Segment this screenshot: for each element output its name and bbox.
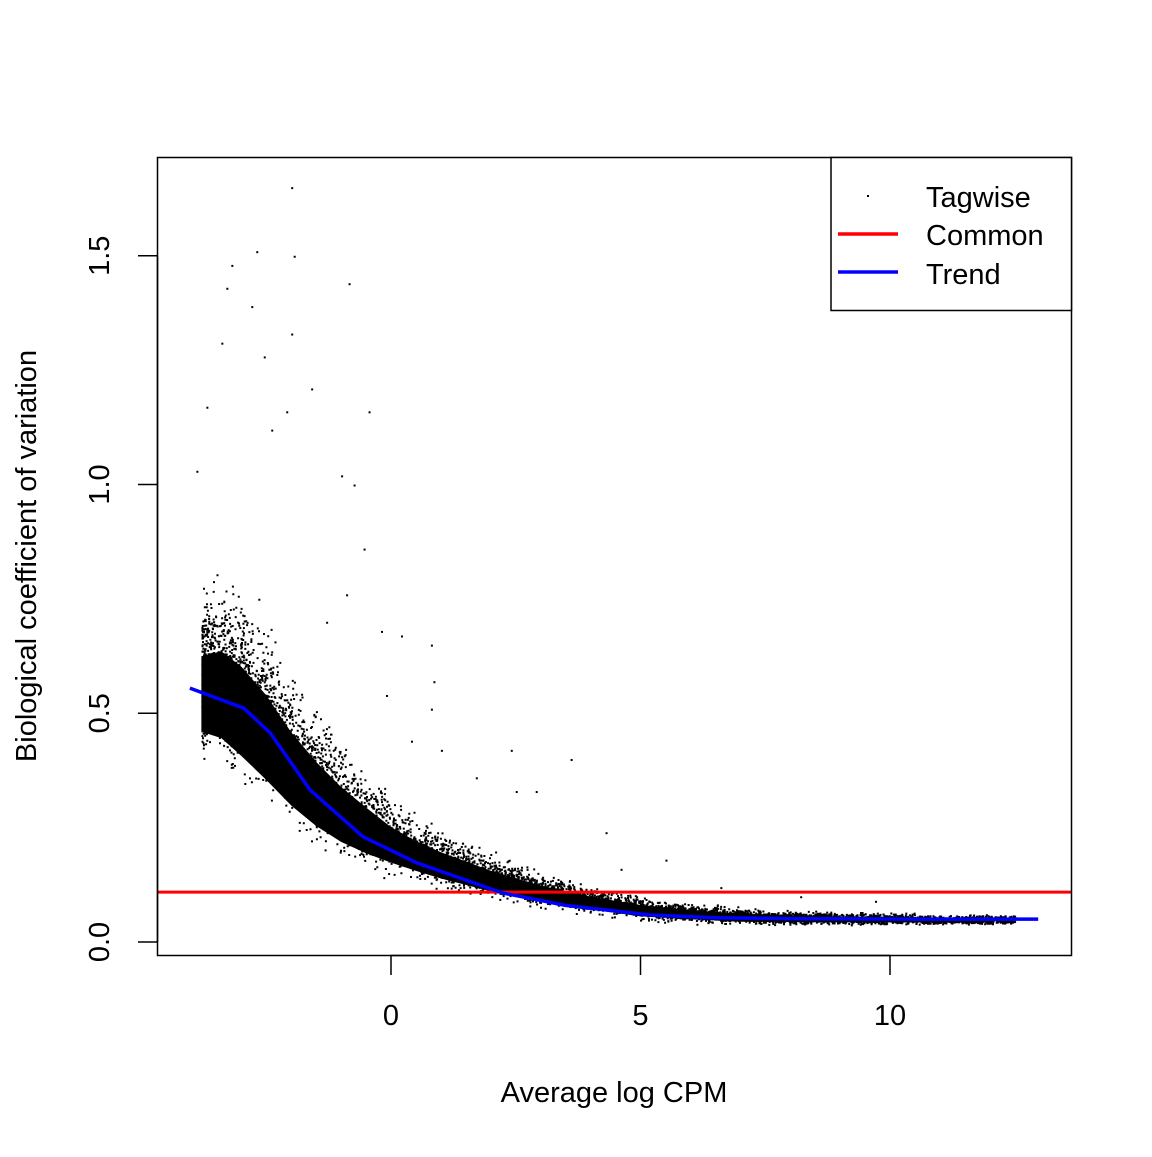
y-tick-label: 1.0 xyxy=(84,464,116,504)
legend-label-common: Common xyxy=(926,220,1044,252)
legend-label-trend: Trend xyxy=(926,259,1001,291)
tagwise-dense-core xyxy=(201,651,990,923)
y-tick-label: 0.0 xyxy=(84,922,116,962)
tagwise-point xyxy=(346,594,349,597)
tagwise-point xyxy=(800,896,803,899)
tagwise-point xyxy=(293,255,296,258)
tagwise-point xyxy=(440,749,443,752)
tagwise-point xyxy=(720,887,723,890)
trend-line xyxy=(189,686,1039,921)
tagwise-point xyxy=(271,429,274,432)
y-tick-label: 1.5 xyxy=(84,236,116,276)
tagwise-point xyxy=(875,900,878,903)
tagwise-point xyxy=(311,388,314,391)
tagwise-point xyxy=(535,791,538,794)
tagwise-point xyxy=(341,475,344,478)
tagwise-point xyxy=(605,832,608,835)
tagwise-point xyxy=(515,791,518,794)
legend-tagwise-point xyxy=(867,195,869,197)
tagwise-point xyxy=(433,681,436,684)
tagwise-point xyxy=(381,630,384,633)
tagwise-point xyxy=(256,251,259,254)
x-axis: 0 5 10 xyxy=(383,954,906,1032)
tagwise-point xyxy=(620,868,623,871)
x-axis-label: Average log CPM xyxy=(501,1077,728,1109)
tagwise-point xyxy=(570,759,573,761)
y-axis-label: Biological coefficient of variation xyxy=(11,350,43,762)
tagwise-point xyxy=(368,411,371,414)
tagwise-point xyxy=(510,749,513,752)
x-tick-label: 10 xyxy=(874,1000,906,1032)
y-axis: 0.0 0.5 1.0 1.5 xyxy=(84,236,159,962)
tagwise-point xyxy=(221,342,224,345)
tagwise-point xyxy=(286,411,289,414)
tagwise-point xyxy=(400,635,403,638)
tagwise-point xyxy=(291,187,294,190)
tagwise-point xyxy=(348,283,351,286)
tagwise-point xyxy=(430,644,433,647)
tagwise-point xyxy=(231,264,234,267)
tagwise-point xyxy=(410,740,413,743)
tagwise-point xyxy=(665,859,668,862)
tagwise-point xyxy=(353,484,356,487)
tagwise-point xyxy=(363,548,366,551)
tagwise-point xyxy=(386,694,389,697)
tagwise-point xyxy=(291,333,294,336)
tagwise-point-cloud xyxy=(201,574,1017,927)
x-tick-label: 5 xyxy=(632,1000,648,1032)
legend-label-tagwise: Tagwise xyxy=(926,182,1031,214)
legend: Tagwise Common Trend xyxy=(830,156,1073,312)
tagwise-point xyxy=(326,621,329,624)
y-tick-label: 0.5 xyxy=(84,693,116,733)
x-tick-label: 0 xyxy=(383,1000,399,1032)
tagwise-point xyxy=(475,777,478,780)
tagwise-point xyxy=(263,356,266,359)
tagwise-point xyxy=(251,306,254,309)
tagwise-point xyxy=(196,470,199,473)
tagwise-point xyxy=(206,406,209,409)
tagwise-point xyxy=(430,708,433,711)
tagwise-point xyxy=(226,287,229,290)
